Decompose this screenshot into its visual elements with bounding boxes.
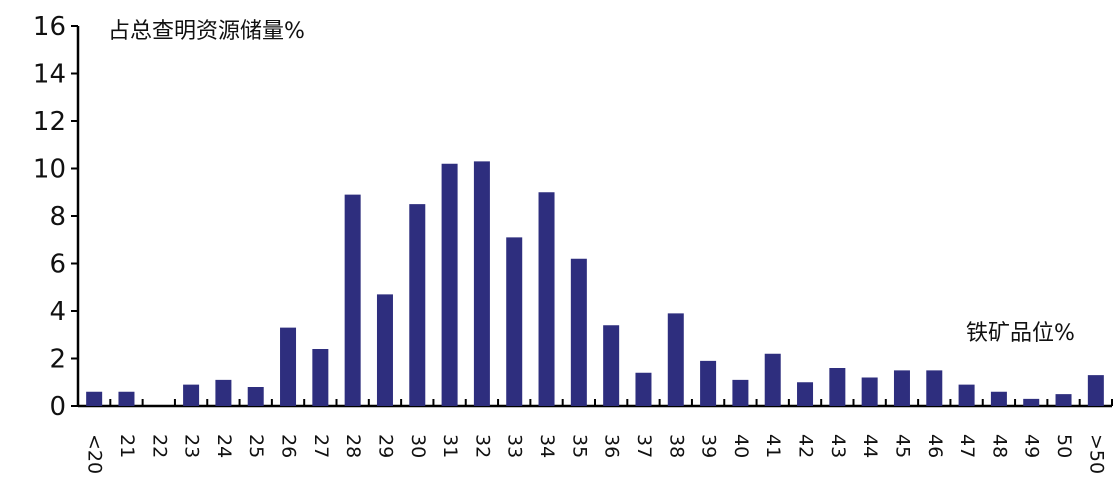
x-tick-label: 49 — [1021, 434, 1043, 458]
bar — [958, 384, 975, 406]
x-tick-label: 26 — [278, 434, 300, 458]
y-tick-label: 0 — [49, 392, 66, 422]
bar — [506, 237, 523, 406]
bar — [861, 377, 878, 406]
bar — [1023, 398, 1040, 406]
bar — [829, 368, 846, 406]
bar — [118, 391, 135, 406]
x-tick-label: 44 — [859, 434, 881, 458]
bar — [603, 325, 620, 406]
x-tick-label: 36 — [601, 434, 623, 458]
y-tick-label: 4 — [49, 297, 66, 327]
bar — [635, 372, 652, 406]
x-tick-label: 32 — [471, 434, 493, 458]
bar — [1055, 394, 1072, 406]
x-tick-label: 37 — [633, 434, 655, 458]
bar — [344, 194, 361, 406]
x-tick-label: 40 — [730, 434, 752, 458]
x-tick-label: 22 — [148, 434, 170, 458]
x-tick-label: 41 — [762, 434, 784, 458]
bar — [473, 161, 490, 406]
bar — [280, 327, 297, 406]
bar — [926, 370, 943, 406]
x-tick-label: 30 — [407, 434, 429, 458]
bar — [441, 163, 458, 406]
x-tick-label: 27 — [310, 434, 332, 458]
x-tick-label: 50 — [1053, 434, 1075, 458]
x-tick-label: <20 — [84, 434, 106, 474]
x-tick-label: 35 — [568, 434, 590, 458]
bar — [667, 313, 684, 406]
x-tick-label: 31 — [439, 434, 461, 458]
y-tick-label: 16 — [33, 12, 66, 42]
x-tick-label: 34 — [536, 434, 558, 458]
x-tick-label: 46 — [924, 434, 946, 458]
x-tick-label: 28 — [342, 434, 364, 458]
x-tick-label: 33 — [504, 434, 526, 458]
x-tick-label: 48 — [988, 434, 1010, 458]
bar — [409, 204, 426, 406]
x-tick-label: 24 — [213, 434, 235, 458]
x-tick-label: 38 — [665, 434, 687, 458]
x-tick-label: 42 — [795, 434, 817, 458]
y-axis-label: 占总查明资源储量% — [108, 19, 305, 44]
y-tick-label: 8 — [49, 202, 66, 232]
bar — [86, 391, 103, 406]
bar — [990, 391, 1007, 406]
x-axis-label: 铁矿品位% — [966, 321, 1075, 346]
bar — [764, 353, 781, 406]
bar — [376, 294, 393, 406]
x-tick-label: 47 — [956, 434, 978, 458]
bar — [570, 258, 587, 406]
bar — [732, 379, 749, 406]
bar — [312, 349, 329, 406]
axis-labels: 占总查明资源储量% 铁矿品位% — [108, 19, 1075, 346]
y-tick-label: 12 — [33, 107, 66, 137]
y-axis: 0 2 4 6 8 10 12 14 16 — [33, 12, 80, 422]
y-tick-label: 14 — [33, 60, 66, 90]
x-tick-label: 39 — [698, 434, 720, 458]
x-tick-label: 43 — [827, 434, 849, 458]
bar — [700, 360, 717, 406]
bar — [893, 370, 910, 406]
x-tick-label: >50 — [1085, 434, 1107, 474]
y-tick-label: 2 — [49, 345, 66, 375]
bar — [183, 384, 200, 406]
x-tick-label: 21 — [116, 434, 138, 458]
bar — [538, 192, 555, 406]
x-tick-label: 23 — [181, 434, 203, 458]
bar — [247, 387, 264, 406]
bar — [215, 379, 232, 406]
y-tick-label: 10 — [33, 155, 66, 185]
x-axis: <20 21 22 23 24 25 26 27 28 29 30 31 32 33 34 35 36 37 38 3… — [77, 399, 1113, 474]
bars — [86, 161, 1104, 406]
bar — [1087, 375, 1104, 406]
x-tick-label: 45 — [891, 434, 913, 458]
bar — [797, 382, 814, 406]
x-tick-label: 29 — [374, 434, 396, 458]
x-tick-label: 25 — [245, 434, 267, 458]
y-tick-label: 6 — [49, 250, 66, 280]
